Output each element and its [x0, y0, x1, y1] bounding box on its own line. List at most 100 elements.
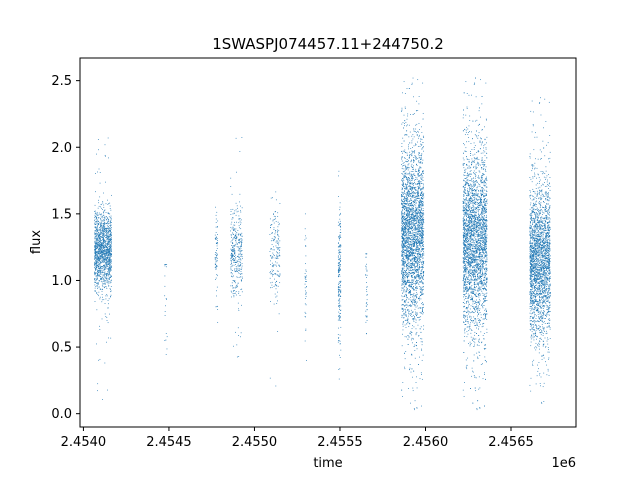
- data-point: [109, 205, 111, 207]
- data-point: [236, 246, 238, 248]
- data-point: [412, 188, 413, 190]
- data-point: [96, 242, 98, 244]
- data-point: [108, 249, 110, 251]
- data-point: [419, 166, 421, 168]
- data-point: [337, 286, 339, 288]
- data-point: [414, 227, 416, 229]
- data-point: [230, 255, 232, 257]
- data-point: [410, 224, 412, 225]
- data-point: [230, 248, 232, 250]
- data-point: [109, 277, 110, 279]
- data-point: [236, 244, 238, 245]
- data-point: [409, 186, 411, 188]
- data-point: [108, 260, 110, 262]
- data-point: [94, 278, 96, 279]
- data-point: [412, 263, 413, 264]
- data-point: [401, 236, 403, 237]
- data-point: [99, 182, 101, 184]
- data-point: [274, 293, 276, 295]
- data-point: [235, 294, 237, 296]
- data-point: [338, 266, 340, 268]
- data-point: [103, 252, 104, 253]
- data-point: [98, 270, 100, 272]
- data-point: [401, 109, 403, 111]
- data-point: [96, 228, 98, 229]
- data-point: [94, 252, 96, 254]
- data-point: [99, 252, 101, 254]
- data-point: [338, 263, 340, 265]
- data-point: [410, 267, 411, 268]
- data-point: [230, 269, 232, 271]
- data-point: [402, 237, 404, 238]
- data-point: [97, 275, 99, 277]
- data-point: [423, 328, 424, 330]
- data-point: [405, 217, 407, 219]
- data-point: [421, 213, 423, 215]
- data-point: [405, 258, 407, 260]
- data-point: [423, 286, 424, 287]
- data-point: [102, 261, 103, 263]
- data-point: [407, 260, 409, 262]
- data-point: [105, 203, 107, 205]
- data-point: [238, 218, 240, 220]
- data-point: [421, 349, 423, 351]
- data-point: [108, 230, 110, 232]
- data-point: [215, 218, 217, 220]
- data-point: [108, 240, 110, 242]
- data-point: [421, 188, 423, 190]
- data-point: [216, 274, 218, 275]
- data-point: [409, 222, 410, 223]
- data-point: [103, 228, 105, 230]
- data-point: [95, 235, 97, 237]
- data-point: [279, 264, 280, 266]
- data-point: [417, 274, 418, 276]
- data-point: [233, 249, 235, 251]
- data-point: [305, 269, 307, 271]
- data-point: [98, 168, 100, 170]
- data-point: [108, 256, 110, 258]
- data-point: [231, 249, 233, 250]
- data-point: [304, 340, 306, 342]
- data-point: [412, 254, 414, 256]
- data-point: [413, 239, 415, 240]
- data-point: [401, 220, 403, 222]
- data-point: [407, 262, 409, 264]
- data-point: [104, 286, 106, 287]
- data-point: [108, 227, 110, 229]
- data-point: [232, 217, 234, 219]
- data-point: [101, 207, 102, 209]
- data-point: [233, 212, 235, 214]
- data-point: [100, 233, 102, 235]
- data-point: [101, 299, 103, 301]
- data-point: [110, 295, 111, 297]
- data-point: [422, 226, 424, 227]
- data-point: [413, 194, 414, 196]
- data-point: [98, 220, 100, 222]
- data-point: [238, 270, 240, 271]
- data-point: [240, 250, 242, 252]
- data-point: [108, 240, 110, 241]
- data-point: [338, 246, 340, 248]
- data-point: [99, 257, 101, 258]
- data-point: [97, 219, 99, 221]
- data-point: [272, 255, 274, 257]
- data-point: [96, 217, 97, 219]
- data-point: [99, 325, 100, 327]
- data-point: [411, 353, 412, 355]
- data-point: [339, 309, 340, 310]
- data-point: [420, 223, 421, 225]
- data-point: [101, 277, 103, 278]
- data-point: [410, 235, 412, 237]
- data-point: [402, 171, 404, 173]
- data-point: [275, 199, 277, 201]
- data-point: [405, 198, 407, 200]
- data-point: [106, 247, 108, 249]
- data-point: [415, 295, 417, 297]
- data-point: [412, 387, 414, 389]
- data-point: [100, 242, 102, 244]
- data-point: [104, 281, 106, 283]
- data-point: [103, 250, 105, 252]
- data-point: [402, 229, 404, 231]
- data-point: [412, 77, 414, 79]
- data-point: [420, 188, 422, 190]
